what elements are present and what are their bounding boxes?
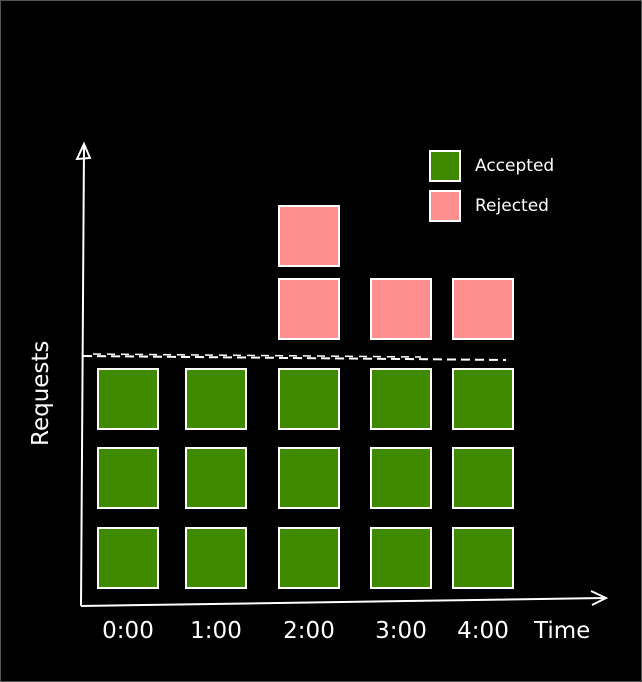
legend-label-rejected: Rejected bbox=[475, 196, 549, 216]
y-axis-label: Requests bbox=[28, 341, 54, 446]
bar-block-rejected-200-1 bbox=[278, 278, 340, 340]
bar-block-accepted-300-3 bbox=[370, 368, 432, 430]
legend: Accepted Rejected bbox=[429, 150, 554, 222]
y-axis bbox=[80, 145, 85, 607]
axes bbox=[75, 141, 609, 607]
bar-block-accepted-000-3 bbox=[97, 368, 159, 430]
threshold-line bbox=[82, 355, 507, 361]
x-tick-labels: 0:00 1:00 2:00 3:00 4:00 bbox=[102, 618, 509, 644]
x-tick-label: 1:00 bbox=[190, 618, 242, 644]
y-axis-arrow-icon bbox=[75, 141, 92, 161]
bar-block-accepted-400-3 bbox=[452, 368, 514, 430]
x-tick-label: 2:00 bbox=[283, 618, 335, 644]
x-axis bbox=[80, 597, 605, 607]
x-tick-label: 0:00 bbox=[102, 618, 154, 644]
bar-block-accepted-100-3 bbox=[185, 368, 247, 430]
bar-block-accepted-100-1 bbox=[185, 527, 247, 589]
x-tick-label: 3:00 bbox=[375, 618, 427, 644]
bar-block-accepted-200-2 bbox=[278, 447, 340, 509]
threshold-line-echo bbox=[92, 353, 422, 358]
bars bbox=[97, 205, 514, 589]
bar-block-accepted-000-1 bbox=[97, 527, 159, 589]
bar-block-accepted-200-3 bbox=[278, 368, 340, 430]
bar-block-accepted-400-1 bbox=[452, 527, 514, 589]
legend-label-accepted: Accepted bbox=[475, 156, 554, 176]
bar-block-accepted-000-2 bbox=[97, 447, 159, 509]
x-tick-label: 4:00 bbox=[457, 618, 509, 644]
bar-block-accepted-300-1 bbox=[370, 527, 432, 589]
legend-swatch-rejected bbox=[429, 190, 461, 222]
bar-block-rejected-300-1 bbox=[370, 278, 432, 340]
bar-block-accepted-200-1 bbox=[278, 527, 340, 589]
bar-block-accepted-300-2 bbox=[370, 447, 432, 509]
x-axis-arrow-icon bbox=[590, 590, 609, 606]
bar-block-rejected-400-1 bbox=[452, 278, 514, 340]
bar-block-rejected-200-2 bbox=[278, 205, 340, 267]
legend-swatch-accepted bbox=[429, 150, 461, 182]
bar-block-accepted-400-2 bbox=[452, 447, 514, 509]
x-axis-label: Time bbox=[533, 618, 590, 644]
bar-block-accepted-100-2 bbox=[185, 447, 247, 509]
